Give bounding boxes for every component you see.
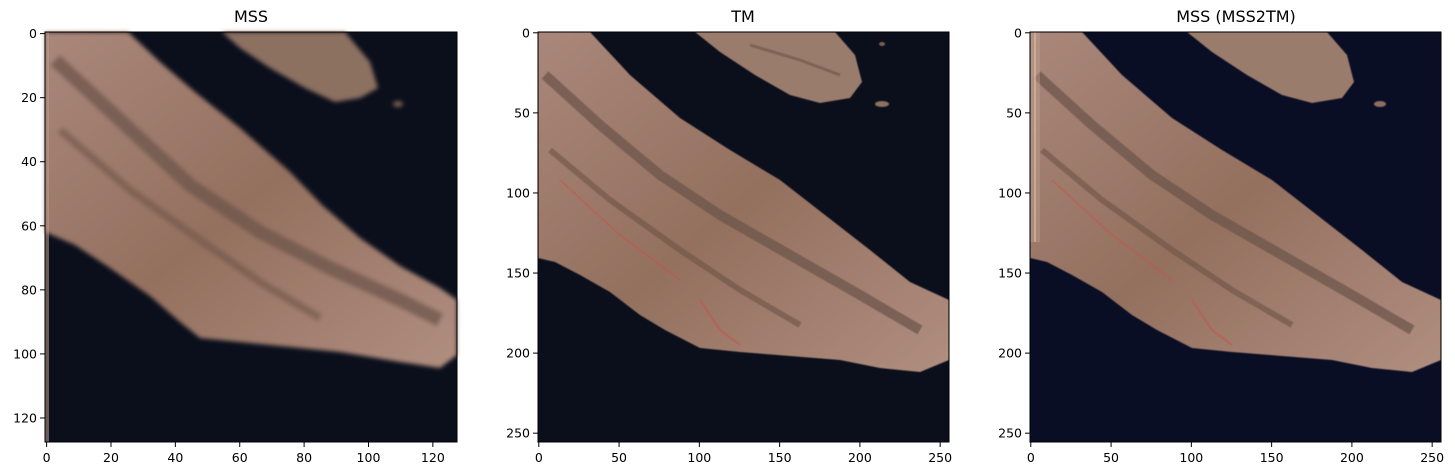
y-tick-label: 20 [21,90,37,105]
image-mss [45,32,457,442]
x-tick-label: 150 [1260,450,1284,465]
axes-frame-mss2tm [1029,31,1442,443]
panel-mss2tm: MSS (MSS2TM) 0 50 100 150 200 250 0 50 100 150 200… [998,7,1444,465]
y-tick-label: 200 [998,346,1022,361]
axes-frame-mss [44,31,458,443]
y-tick-label: 0 [522,25,530,40]
x-tick-label: 250 [1420,450,1444,465]
panel-mss: MSS 0 20 40 60 80 100 120 0 20 40 60 80 100 120 [13,7,458,465]
island-mss [222,32,378,102]
panel-title-tm: TM [730,7,755,26]
x-tick-label: 120 [421,450,445,465]
x-tick-label: 200 [1340,450,1364,465]
x-tick-label: 100 [357,450,381,465]
x-tick-label: 250 [928,450,952,465]
axes-frame-tm [537,31,950,443]
x-tick-label: 150 [768,450,792,465]
y-tick-label: 50 [514,105,530,120]
x-tick-label: 50 [611,450,627,465]
y-tick-label: 0 [29,26,37,41]
x-tick-label: 80 [296,450,312,465]
x-tick-label: 60 [232,450,248,465]
panel-title-mss: MSS [234,7,268,26]
axis-ticks-mss: 0 20 40 60 80 100 120 0 20 40 60 80 100 120 [13,26,445,465]
x-tick-label: 0 [43,450,51,465]
y-tick-label: 120 [13,410,37,425]
panel-title-mss2tm: MSS (MSS2TM) [1176,7,1296,26]
panel-tm: TM 0 50 100 150 200 250 0 50 100 150 200 250 [506,7,952,465]
x-tick-label: 200 [848,450,872,465]
y-tick-label: 100 [506,185,530,200]
island-tm [695,32,862,103]
x-tick-label: 0 [535,450,543,465]
x-tick-label: 100 [687,450,711,465]
image-mss2tm [1030,32,1441,442]
y-tick-label: 100 [998,185,1022,200]
x-tick-label: 0 [1027,450,1035,465]
x-tick-label: 50 [1103,450,1119,465]
y-tick-label: 40 [21,154,37,169]
y-tick-label: 60 [21,218,37,233]
y-tick-label: 80 [21,282,37,297]
y-tick-label: 150 [506,266,530,281]
y-tick-label: 200 [506,346,530,361]
y-tick-label: 50 [1006,105,1022,120]
y-tick-label: 100 [13,346,37,361]
axis-ticks-mss2tm: 0 50 100 150 200 250 0 50 100 150 200 250 [998,25,1444,465]
x-tick-label: 100 [1179,450,1203,465]
image-tm [538,32,949,442]
axis-ticks-tm: 0 50 100 150 200 250 0 50 100 150 200 250 [506,25,952,465]
y-tick-label: 250 [998,426,1022,441]
x-tick-label: 20 [103,450,119,465]
island-mss2tm [1187,32,1354,103]
y-tick-label: 250 [506,426,530,441]
y-tick-label: 0 [1014,25,1022,40]
y-tick-label: 150 [998,266,1022,281]
x-tick-label: 40 [167,450,183,465]
